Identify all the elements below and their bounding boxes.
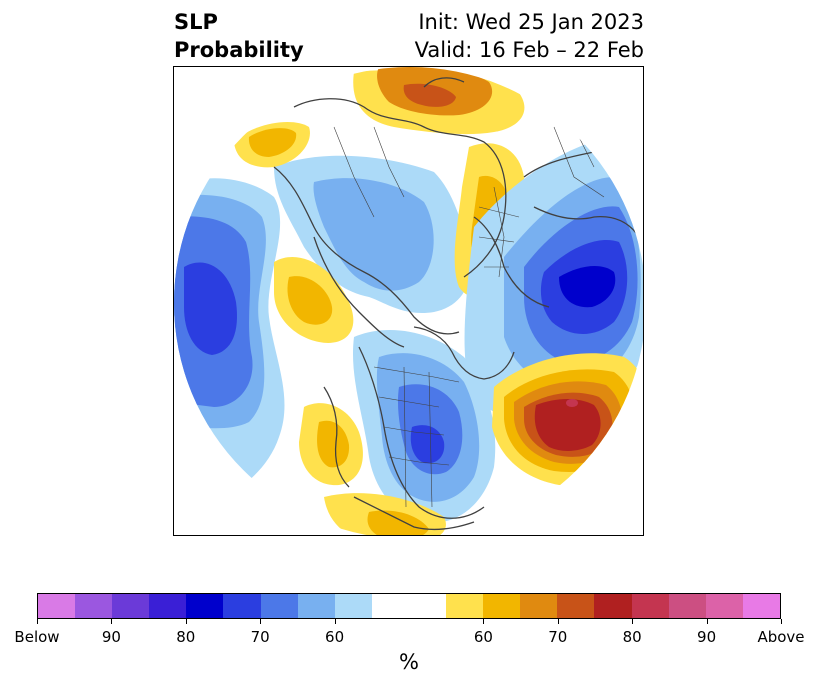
colorbar-tick-mark bbox=[185, 619, 187, 624]
colorbar-segment bbox=[75, 594, 113, 618]
colorbar-tick-mark bbox=[557, 619, 559, 624]
title-variable: SLP bbox=[174, 10, 218, 34]
region-top-red bbox=[403, 83, 456, 107]
region-na-blue4 bbox=[410, 425, 445, 464]
colorbar-segment bbox=[446, 594, 484, 618]
colorbar-segment bbox=[38, 594, 76, 618]
colorbar-segment bbox=[334, 594, 372, 618]
colorbar-tick-label: 70 bbox=[250, 628, 270, 646]
region-alaska-orange bbox=[287, 276, 333, 325]
colorbar-tick-label: 60 bbox=[325, 628, 345, 646]
colorbar-tick-label: 70 bbox=[548, 628, 568, 646]
region-topleft-orange bbox=[248, 128, 297, 157]
colorbar-segment bbox=[594, 594, 632, 618]
colorbar-segment bbox=[631, 594, 669, 618]
colorbar-tick-mark bbox=[483, 619, 485, 624]
colorbar-unit: % bbox=[399, 650, 419, 674]
colorbar-segment bbox=[705, 594, 743, 618]
colorbar-segment bbox=[297, 594, 335, 618]
colorbar-segment bbox=[520, 594, 558, 618]
region-uswest-orange bbox=[317, 420, 350, 468]
region-mexico-orange bbox=[367, 510, 429, 535]
region-atlantic-red bbox=[534, 399, 601, 451]
colorbar-segment bbox=[223, 594, 261, 618]
region-atlantic-pink bbox=[566, 399, 578, 407]
colorbar-segment bbox=[742, 594, 780, 618]
colorbar-tick-label: 90 bbox=[697, 628, 717, 646]
colorbar-tick-mark bbox=[334, 619, 336, 624]
colorbar-segment bbox=[149, 594, 187, 618]
region-arctic-mid bbox=[313, 178, 434, 291]
colorbar-tick-label: 80 bbox=[622, 628, 642, 646]
colorbar-segment bbox=[112, 594, 150, 618]
colorbar-tick-mark bbox=[37, 619, 38, 624]
map-svg bbox=[174, 67, 643, 535]
colorbar-tick-mark bbox=[111, 619, 113, 624]
colorbar-tick-mark bbox=[260, 619, 262, 624]
colorbar-segment bbox=[260, 594, 298, 618]
colorbar-tick-label: 90 bbox=[101, 628, 121, 646]
colorbar-segment bbox=[557, 594, 595, 618]
region-west-low-4 bbox=[184, 262, 237, 355]
colorbar-segment bbox=[186, 594, 224, 618]
colorbar bbox=[37, 593, 781, 619]
title-left: SLP Probability bbox=[174, 8, 304, 64]
colorbar-tick-label: Below bbox=[14, 628, 60, 646]
colorbar-tick-mark bbox=[706, 619, 708, 624]
probability-map bbox=[173, 66, 644, 536]
colorbar-segment bbox=[483, 594, 521, 618]
colorbar-segment bbox=[371, 594, 447, 618]
region-east-blue5 bbox=[559, 265, 616, 308]
title-right: Init: Wed 25 Jan 2023 Valid: 16 Feb – 22… bbox=[415, 8, 644, 64]
title-init-date: Init: Wed 25 Jan 2023 bbox=[418, 10, 644, 34]
colorbar-tick-label: Above bbox=[757, 628, 805, 646]
title-metric: Probability bbox=[174, 38, 304, 62]
colorbar-tick-mark bbox=[632, 619, 634, 624]
colorbar-segment bbox=[668, 594, 706, 618]
colorbar-tick-mark bbox=[781, 619, 782, 624]
colorbar-tick-label: 60 bbox=[473, 628, 493, 646]
title-valid-range: Valid: 16 Feb – 22 Feb bbox=[414, 38, 644, 62]
colorbar-tick-label: 80 bbox=[176, 628, 196, 646]
